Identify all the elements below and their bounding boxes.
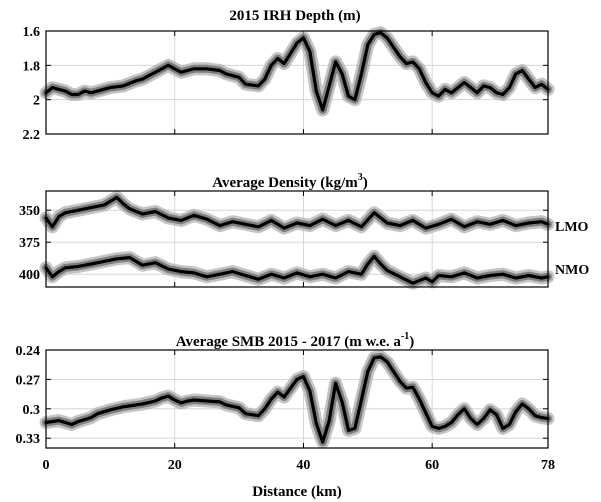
y-tick-label: 0.33 <box>16 432 41 447</box>
y-tick-label: 2 <box>33 94 40 109</box>
series-line-average-smb <box>44 355 550 444</box>
x-tick-label: 40 <box>296 458 310 473</box>
plot-frame-average-density <box>45 190 549 288</box>
y-tick-label: 375 <box>19 236 40 251</box>
panel-irh-depth: 2015 IRH Depth (m) 1.6 1.8 2 2.2 <box>23 8 555 143</box>
y-tick-label: 0.3 <box>23 403 41 418</box>
series-label-nmo: NMO <box>555 263 589 278</box>
y-tick-label: 400 <box>19 268 40 283</box>
series-band-inner-average-smb <box>42 352 552 447</box>
series-line-nmo <box>44 254 550 285</box>
panel-title-irh-depth: 2015 IRH Depth (m) <box>229 8 360 24</box>
panel-title-average-smb: Average SMB 2015 - 2017 (m w.e. a-1) <box>176 331 414 350</box>
x-axis-label: Distance (km) <box>252 484 342 500</box>
y-tick-label: 2.2 <box>23 128 41 143</box>
panel-average-smb: Average SMB 2015 - 2017 (m w.e. a-1) 0.2… <box>16 331 555 449</box>
y-tick-label: 0.24 <box>16 344 41 359</box>
series-line-lmo <box>44 195 550 230</box>
y-tick-label: 0.27 <box>16 373 41 388</box>
x-axis: Distance (km) 0 20 40 60 78 <box>43 458 556 500</box>
grid-average-smb <box>46 350 548 448</box>
plot-frame-average-smb <box>45 349 549 449</box>
y-tick-label: 1.6 <box>23 25 41 40</box>
panel-title-average-density: Average Density (kg/m3) <box>212 172 368 191</box>
plot-frame-irh-depth <box>45 30 549 135</box>
x-tick-label: 20 <box>168 458 182 473</box>
x-tick-label: 78 <box>541 458 555 473</box>
series-line-irh-depth <box>44 31 550 112</box>
x-tick-label: 0 <box>43 458 50 473</box>
y-tick-label: 350 <box>19 204 40 219</box>
y-tick-label: 1.8 <box>23 59 41 74</box>
panel-average-density: Average Density (kg/m3) LMO NMO 350 375 40… <box>19 172 589 290</box>
series-label-lmo: LMO <box>555 220 589 235</box>
series-band-outer-average-smb <box>39 350 555 449</box>
x-tick-label: 60 <box>425 458 439 473</box>
